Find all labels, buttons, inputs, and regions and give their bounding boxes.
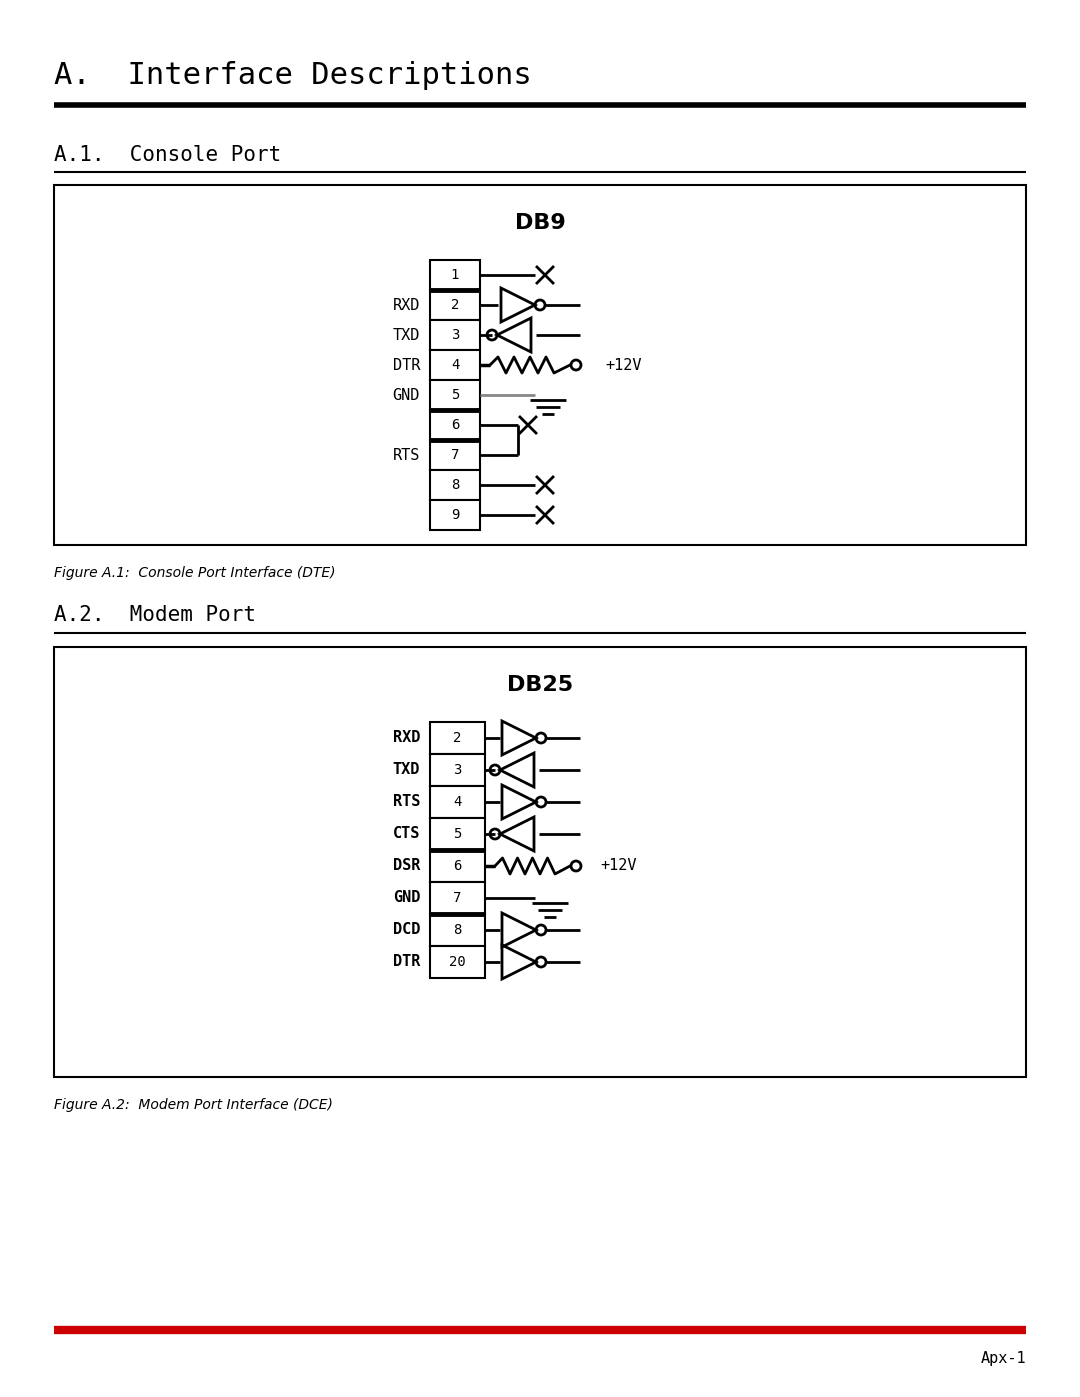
Text: Apx-1: Apx-1 (981, 1351, 1026, 1365)
Text: 8: 8 (450, 478, 459, 492)
Text: A.  Interface Descriptions: A. Interface Descriptions (54, 60, 531, 89)
Text: 4: 4 (454, 795, 461, 809)
Text: +12V: +12V (600, 859, 636, 873)
Text: 6: 6 (450, 418, 459, 432)
Text: +12V: +12V (605, 358, 642, 373)
Text: 3: 3 (450, 328, 459, 342)
Bar (430, 946, 485, 978)
Text: 6: 6 (454, 859, 461, 873)
Bar (430, 320, 480, 351)
Text: DSR: DSR (393, 859, 420, 873)
Text: 9: 9 (450, 509, 459, 522)
Bar (430, 351, 480, 380)
Bar (430, 722, 485, 754)
Text: RXD: RXD (393, 298, 420, 313)
Text: GND: GND (393, 387, 420, 402)
Bar (430, 260, 480, 291)
Text: 1: 1 (450, 268, 459, 282)
Bar (430, 291, 480, 320)
Text: A.1.  Console Port: A.1. Console Port (54, 145, 281, 165)
Bar (430, 754, 485, 787)
Text: 5: 5 (450, 388, 459, 402)
Bar (430, 500, 480, 529)
Text: 8: 8 (454, 923, 461, 937)
Text: 4: 4 (450, 358, 459, 372)
Text: RXD: RXD (393, 731, 420, 746)
Bar (430, 469, 480, 500)
Text: 2: 2 (450, 298, 459, 312)
Text: DB25: DB25 (507, 675, 573, 694)
Text: 5: 5 (454, 827, 461, 841)
Text: RTS: RTS (393, 795, 420, 809)
Text: TXD: TXD (393, 327, 420, 342)
Text: GND: GND (393, 890, 420, 905)
Bar (430, 819, 485, 849)
Text: DTR: DTR (393, 358, 420, 373)
Text: TXD: TXD (393, 763, 420, 778)
Bar (430, 787, 485, 819)
Bar (430, 849, 485, 882)
Text: A.2.  Modem Port: A.2. Modem Port (54, 605, 256, 624)
Bar (54, 647, 1026, 1077)
Bar (430, 380, 480, 409)
Text: 20: 20 (449, 956, 465, 970)
Text: DTR: DTR (393, 954, 420, 970)
Bar (430, 440, 480, 469)
Bar (430, 914, 485, 946)
Text: Figure A.2:  Modem Port Interface (DCE): Figure A.2: Modem Port Interface (DCE) (54, 1098, 333, 1112)
Text: 7: 7 (454, 891, 461, 905)
Text: 3: 3 (454, 763, 461, 777)
Bar (54, 184, 1026, 545)
Text: 7: 7 (450, 448, 459, 462)
Text: CTS: CTS (393, 827, 420, 841)
Bar (430, 882, 485, 914)
Text: RTS: RTS (393, 447, 420, 462)
Text: DCD: DCD (393, 922, 420, 937)
Bar (430, 409, 480, 440)
Text: Figure A.1:  Console Port Interface (DTE): Figure A.1: Console Port Interface (DTE) (54, 566, 336, 580)
Text: 2: 2 (454, 731, 461, 745)
Text: DB9: DB9 (515, 212, 565, 233)
